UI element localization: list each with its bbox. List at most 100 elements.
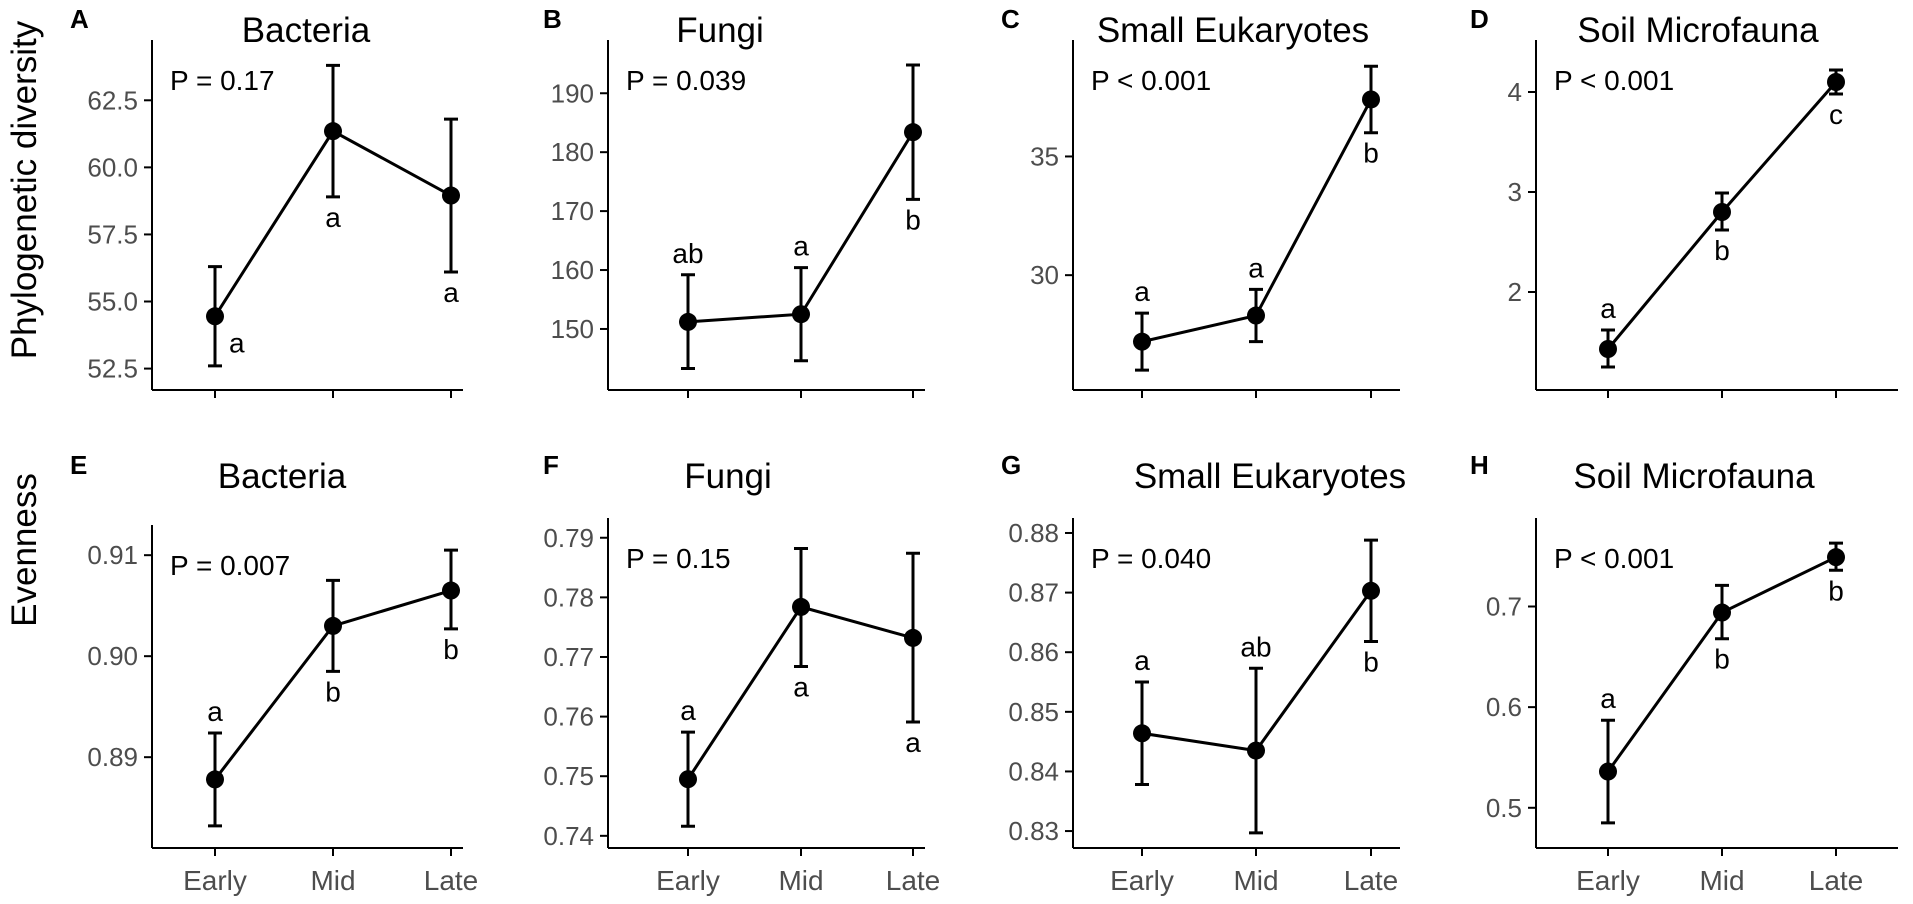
y-tick-label: 160 bbox=[551, 255, 594, 285]
significance-letter: ab bbox=[1240, 631, 1271, 662]
y-tick-label: 0.7 bbox=[1486, 591, 1522, 621]
y-tick-label: 4 bbox=[1508, 77, 1522, 107]
p-value-label: P < 0.001 bbox=[1554, 65, 1674, 96]
panel-title: Fungi bbox=[676, 11, 764, 50]
y-tick-label: 150 bbox=[551, 314, 594, 344]
significance-letter: b bbox=[1714, 644, 1730, 675]
p-value-label: P = 0.007 bbox=[170, 550, 290, 581]
data-point bbox=[792, 305, 810, 324]
y-tick-label: 0.5 bbox=[1486, 793, 1522, 823]
y-tick-label: 62.5 bbox=[87, 85, 138, 115]
data-point bbox=[1362, 90, 1380, 109]
significance-letter: a bbox=[443, 277, 459, 308]
p-value-label: P < 0.001 bbox=[1554, 543, 1674, 574]
y-tick-label: 57.5 bbox=[87, 219, 138, 249]
significance-letter: a bbox=[1600, 293, 1616, 324]
panel-title: Small Eukaryotes bbox=[1097, 11, 1369, 50]
panel-letter: A bbox=[70, 4, 89, 34]
panel-letter: D bbox=[1470, 4, 1489, 34]
data-point bbox=[679, 770, 697, 789]
p-value-label: P = 0.039 bbox=[626, 65, 746, 96]
y-tick-label: 3 bbox=[1508, 177, 1522, 207]
data-point bbox=[206, 307, 224, 326]
significance-letter: b bbox=[443, 634, 459, 665]
panel-h: H Soil Microfauna P < 0.001 0.5 0.6 0.7 Early M… bbox=[1470, 450, 1898, 896]
panel-a: A Bacteria P = 0.17 52.5 55.0 57.5 60.0 62.5 a a a bbox=[70, 4, 463, 398]
data-point bbox=[1713, 203, 1731, 221]
data-point bbox=[442, 186, 460, 205]
y-tick-label: 170 bbox=[551, 196, 594, 226]
y-tick-label: 0.79 bbox=[543, 523, 594, 553]
panel-letter: B bbox=[543, 4, 562, 34]
data-point bbox=[1713, 603, 1731, 622]
y-tick-label: 0.91 bbox=[87, 540, 138, 570]
significance-letter: a bbox=[207, 696, 223, 727]
p-value-label: P < 0.001 bbox=[1091, 65, 1211, 96]
significance-letter: a bbox=[680, 695, 696, 726]
significance-letter: a bbox=[229, 327, 245, 358]
y-tick-label: 35 bbox=[1030, 141, 1059, 171]
x-tick-label: Early bbox=[1576, 865, 1640, 896]
data-point bbox=[792, 597, 810, 616]
y-tick-label: 190 bbox=[551, 78, 594, 108]
x-tick-label: Late bbox=[886, 865, 941, 896]
y-tick-label: 0.78 bbox=[543, 582, 594, 612]
row-label-phylogenetic-diversity: Phylogenetic diversity bbox=[5, 20, 44, 359]
panel-title: Bacteria bbox=[242, 11, 371, 50]
panel-letter: F bbox=[543, 450, 559, 480]
data-point bbox=[206, 770, 224, 789]
panel-e: E Bacteria P = 0.007 0.89 0.90 0.91 Early Mid La… bbox=[70, 450, 478, 896]
x-tick-label: Early bbox=[1110, 865, 1174, 896]
panel-title: Soil Microfauna bbox=[1573, 457, 1815, 496]
panel-c: C Small Eukaryotes P < 0.001 30 35 a a b bbox=[1001, 4, 1400, 398]
y-tick-label: 0.86 bbox=[1008, 637, 1059, 667]
significance-letter: a bbox=[1248, 252, 1264, 283]
data-point bbox=[1133, 332, 1151, 351]
y-tick-label: 0.76 bbox=[543, 702, 594, 732]
y-tick-label: 52.5 bbox=[87, 354, 138, 384]
panel-f: F Fungi P = 0.15 0.74 0.75 0.76 0.77 0.78 0.79 Ea… bbox=[543, 450, 940, 896]
data-point bbox=[324, 122, 342, 141]
p-value-label: P = 0.040 bbox=[1091, 543, 1211, 574]
panel-title: Fungi bbox=[684, 457, 772, 496]
significance-letter: a bbox=[325, 202, 341, 233]
panel-title: Small Eukaryotes bbox=[1134, 457, 1406, 496]
data-point bbox=[1247, 741, 1265, 760]
x-tick-label: Late bbox=[424, 865, 479, 896]
x-tick-label: Late bbox=[1344, 865, 1399, 896]
y-tick-label: 0.88 bbox=[1008, 518, 1059, 548]
panel-letter: E bbox=[70, 450, 87, 480]
y-tick-label: 0.75 bbox=[543, 761, 594, 791]
y-tick-label: 0.84 bbox=[1008, 756, 1059, 786]
y-tick-label: 0.87 bbox=[1008, 578, 1059, 608]
significance-letter: b bbox=[325, 676, 341, 707]
data-point bbox=[1827, 548, 1845, 567]
data-point bbox=[904, 123, 922, 142]
y-tick-label: 2 bbox=[1508, 277, 1522, 307]
panels: A Bacteria P = 0.17 52.5 55.0 57.5 60.0 62.5 a a a… bbox=[70, 4, 1898, 896]
significance-letter: ab bbox=[672, 238, 703, 269]
data-point bbox=[1827, 73, 1845, 91]
row-label-evenness: Evenness bbox=[5, 473, 44, 627]
data-point bbox=[442, 581, 460, 600]
x-tick-label: Late bbox=[1809, 865, 1864, 896]
data-point bbox=[1247, 306, 1265, 325]
y-tick-label: 0.6 bbox=[1486, 692, 1522, 722]
x-tick-label: Early bbox=[656, 865, 720, 896]
panel-g: G Small Eukaryotes P = 0.040 0.83 0.84 0.85 0.… bbox=[1001, 450, 1406, 896]
data-point bbox=[1599, 340, 1617, 358]
significance-letter: a bbox=[1600, 683, 1616, 714]
y-tick-label: 0.77 bbox=[543, 642, 594, 672]
x-tick-label: Early bbox=[183, 865, 247, 896]
data-point bbox=[1599, 762, 1617, 781]
p-value-label: P = 0.17 bbox=[170, 65, 275, 96]
x-tick-label: Mid bbox=[1233, 865, 1278, 896]
panel-letter: H bbox=[1470, 450, 1489, 480]
significance-letter: b bbox=[905, 204, 921, 235]
x-tick-label: Mid bbox=[778, 865, 823, 896]
y-tick-label: 30 bbox=[1030, 260, 1059, 290]
significance-letter: b bbox=[1363, 646, 1379, 677]
significance-letter: a bbox=[1134, 645, 1150, 676]
y-tick-label: 180 bbox=[551, 137, 594, 167]
